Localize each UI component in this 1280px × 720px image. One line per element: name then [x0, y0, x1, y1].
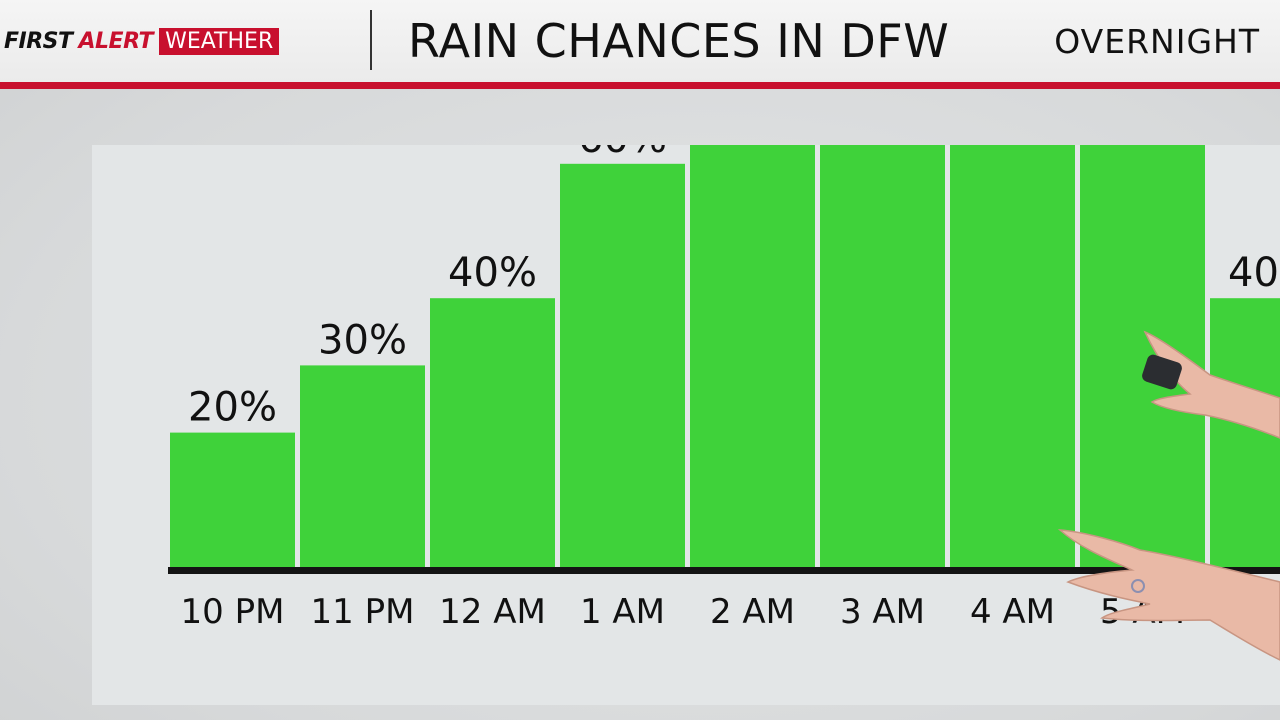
bar-4-am [950, 145, 1075, 567]
x-tick-label: 4 AM [970, 592, 1055, 632]
bar-2-am [690, 145, 815, 567]
x-tick-label: 10 PM [181, 592, 285, 632]
x-tick-label: 2 AM [710, 592, 795, 632]
bar-1-am [560, 163, 685, 568]
data-label: 20% [188, 385, 277, 431]
ring-icon [1131, 579, 1145, 593]
x-axis-baseline [168, 567, 1280, 574]
data-label: 60% [578, 145, 667, 162]
x-tick-label: 3 AM [840, 592, 925, 632]
clicker-remote-icon [1142, 354, 1182, 390]
presenter-upper-hand [1142, 330, 1280, 439]
x-tick-label: 12 AM [439, 592, 546, 632]
header-accent-line [0, 82, 1280, 89]
presenter-hands [1057, 330, 1280, 661]
header-divider [370, 10, 372, 70]
x-tick-label: 1 AM [580, 592, 665, 632]
data-label: 40% [1228, 250, 1280, 296]
x-tick-label: 11 PM [311, 592, 415, 632]
bar-3-am [820, 145, 945, 567]
page-title: RAIN CHANCES IN DFW [408, 14, 950, 68]
brand-logo: FIRST ALERT WEATHER [4, 26, 280, 56]
header-bar: FIRST ALERT WEATHER RAIN CHANCES IN DFW … [0, 0, 1280, 82]
data-label: 40% [448, 250, 537, 296]
presenter-lower-hand [1057, 529, 1280, 661]
brand-weather: WEATHER [159, 27, 280, 55]
bar-10-pm [170, 432, 295, 567]
data-label: 30% [318, 317, 407, 363]
brand-alert: ALERT [78, 28, 154, 54]
bar-12-am [430, 298, 555, 567]
period-label: OVERNIGHT [1054, 22, 1260, 61]
bar-11-pm [300, 365, 425, 567]
brand-first: FIRST [4, 28, 73, 54]
